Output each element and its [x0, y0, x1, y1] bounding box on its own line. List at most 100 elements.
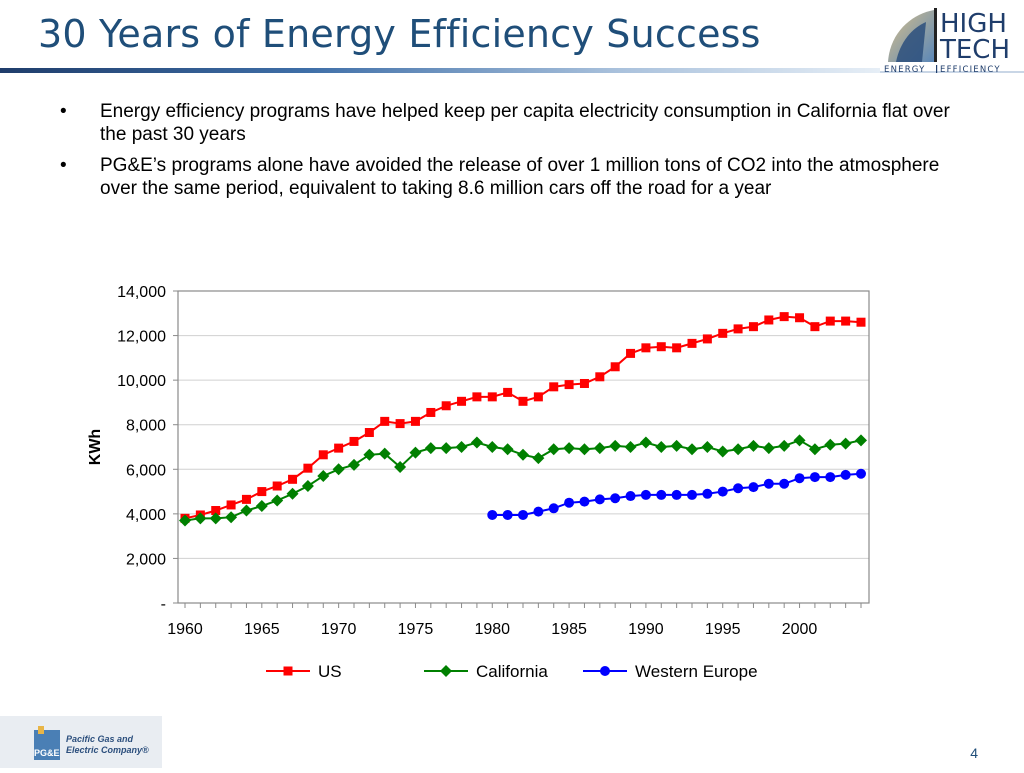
data-point: [839, 437, 852, 450]
data-point: [717, 486, 728, 497]
data-point: [640, 489, 651, 500]
data-point: [563, 442, 576, 455]
page-number: 4: [970, 745, 978, 761]
legend-entry: US: [266, 662, 342, 681]
series-us: [180, 312, 866, 523]
data-point: [301, 480, 314, 492]
data-point: [288, 474, 298, 484]
y-axis-label: KWh: [87, 429, 104, 465]
pge-name-line2: Electric Company®: [66, 745, 149, 755]
data-point: [410, 416, 420, 426]
data-point: [702, 334, 712, 344]
data-point: [255, 500, 268, 513]
data-point: [564, 497, 575, 508]
data-point: [226, 500, 236, 510]
y-tick-label: 8,000: [126, 418, 166, 435]
data-point: [733, 483, 744, 494]
series-western-europe: [487, 468, 866, 520]
data-point: [595, 372, 605, 382]
data-point: [686, 443, 698, 456]
x-tick-label: 1975: [398, 621, 434, 638]
x-tick-label: 1995: [705, 621, 741, 638]
data-point: [502, 509, 513, 520]
data-point: [762, 442, 775, 455]
data-point: [656, 489, 667, 500]
y-tick-label: 6,000: [126, 462, 166, 479]
data-point: [855, 434, 867, 447]
data-point: [380, 416, 390, 426]
data-point: [457, 396, 467, 406]
data-point: [533, 392, 543, 402]
data-point: [718, 328, 728, 338]
data-point: [271, 494, 284, 507]
data-point: [687, 338, 697, 348]
bullet-text: Energy efficiency programs have helped k…: [100, 101, 950, 145]
data-point: [655, 441, 668, 453]
data-point: [470, 436, 483, 449]
data-point: [211, 506, 221, 516]
data-point: [671, 489, 682, 500]
data-point: [533, 506, 544, 517]
data-point: [841, 316, 851, 326]
x-tick-label: 1980: [474, 621, 510, 638]
data-point: [656, 342, 666, 352]
data-point: [701, 441, 714, 453]
chart-legend: US California Western Europe: [266, 662, 758, 681]
data-point: [334, 443, 344, 453]
title-underline-right: [880, 71, 1024, 73]
data-point: [194, 512, 207, 525]
pge-mark-text: PG&E: [34, 748, 60, 758]
series-california: [179, 434, 867, 527]
legend-label: California: [476, 662, 548, 681]
legend-marker: [283, 666, 293, 676]
data-point: [426, 407, 436, 417]
hightech-logo: HIGH TECH ENERGY EFFICIENCY: [884, 8, 1010, 74]
data-point: [579, 496, 590, 507]
data-point: [486, 441, 499, 453]
data-point: [503, 387, 513, 397]
data-point: [795, 313, 805, 323]
data-point: [364, 428, 374, 438]
data-point: [272, 481, 282, 491]
title-underline: [0, 68, 880, 73]
data-point: [779, 312, 789, 322]
chart-series: [179, 312, 867, 527]
data-point: [794, 473, 805, 484]
data-point: [332, 463, 345, 476]
hightech-line1: HIGH: [940, 9, 1007, 39]
data-point: [303, 463, 313, 473]
legend-label: Western Europe: [635, 662, 758, 681]
data-point: [209, 512, 222, 525]
data-point: [455, 441, 468, 453]
data-point: [808, 443, 821, 456]
data-point: [348, 458, 360, 471]
bullet-item: • PG&E’s programs alone have avoided the…: [60, 154, 960, 200]
legend-marker: [600, 666, 610, 676]
data-point: [856, 317, 866, 327]
data-point: [472, 392, 482, 402]
data-point: [487, 392, 497, 402]
data-point: [440, 442, 453, 455]
legend-entry: Western Europe: [583, 662, 758, 681]
data-point: [225, 511, 238, 524]
data-point: [241, 494, 251, 504]
data-point: [394, 461, 407, 474]
x-tick-label: 1965: [244, 621, 280, 638]
data-point: [317, 469, 330, 482]
legend-label: US: [318, 662, 342, 681]
y-tick-label: 4,000: [126, 507, 166, 524]
data-point: [240, 504, 253, 517]
bullet-text: PG&E’s programs alone have avoided the r…: [100, 155, 940, 199]
data-point: [549, 382, 559, 392]
pge-logo: PG&E Pacific Gas and Electric Company®: [0, 716, 162, 768]
data-point: [825, 316, 835, 326]
data-point: [518, 509, 528, 520]
data-point: [579, 378, 589, 388]
bullet-list: • Energy efficiency programs have helped…: [60, 100, 960, 208]
pge-name-line1: Pacific Gas and: [66, 734, 134, 744]
data-point: [793, 434, 806, 447]
data-point: [670, 439, 683, 452]
x-tick-label: 1990: [628, 621, 664, 638]
data-point: [747, 439, 760, 452]
data-point: [349, 436, 359, 446]
